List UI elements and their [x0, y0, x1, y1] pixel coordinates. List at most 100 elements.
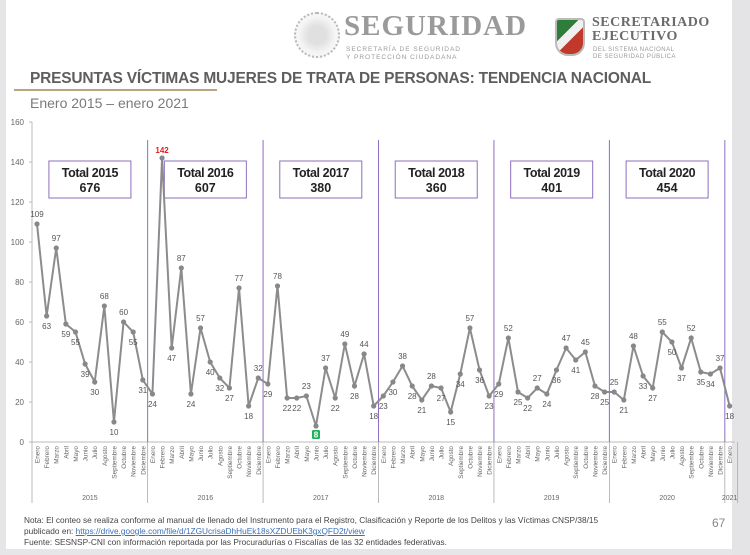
data-label: 33	[639, 382, 648, 391]
data-label: 22	[283, 404, 292, 413]
data-point	[188, 391, 194, 397]
data-point	[120, 319, 127, 325]
x-month-label: Septiembre	[458, 446, 465, 479]
data-label: 37	[677, 374, 686, 383]
data-label: 78	[273, 272, 282, 281]
x-month-label: Septiembre	[573, 446, 580, 479]
year-total-value: 401	[541, 181, 562, 195]
x-month-label: Noviembre	[362, 446, 369, 477]
x-year-label: 2016	[198, 495, 214, 502]
x-month-label: Octubre	[237, 446, 244, 469]
data-point	[582, 349, 588, 355]
data-point	[553, 367, 560, 373]
x-month-label: Agosto	[217, 446, 224, 466]
data-label: 25	[514, 398, 523, 407]
x-month-label: Julio	[323, 446, 330, 460]
data-point	[640, 373, 646, 379]
data-label: 97	[52, 234, 61, 243]
x-month-label: Febrero	[44, 446, 51, 469]
x-month-label: Abril	[641, 446, 648, 459]
data-label: 34	[456, 380, 465, 389]
min-label-bg	[311, 430, 320, 439]
year-total-label: Total 2017	[293, 166, 350, 180]
data-point	[669, 339, 675, 345]
national-seal-icon	[294, 12, 340, 58]
data-label: 109	[30, 210, 44, 219]
x-month-label: Marzo	[400, 446, 407, 464]
data-label: 22	[523, 404, 532, 413]
x-month-label: Noviembre	[708, 446, 715, 477]
data-label: 87	[177, 254, 186, 263]
x-month-label: Agosto	[564, 446, 571, 466]
data-point	[236, 285, 242, 291]
x-month-label: Mayo	[304, 446, 311, 462]
secretariado-logo-text: SECRETARIADO EJECUTIVO	[592, 16, 710, 44]
data-point	[727, 403, 733, 409]
data-label: 32	[254, 364, 263, 373]
data-point	[438, 385, 444, 391]
data-label: 36	[552, 376, 561, 385]
x-month-label: Julio	[554, 446, 561, 460]
y-tick-label: 40	[15, 358, 24, 367]
data-point	[448, 409, 454, 415]
data-point	[207, 359, 213, 365]
data-point	[496, 381, 502, 387]
seguridad-logo-subtitle: SECRETARÍA DE SEGURIDAD Y PROTECCIÓN CIU…	[346, 46, 496, 62]
x-month-label: Enero	[150, 446, 157, 463]
data-point	[525, 395, 531, 401]
data-label: 32	[215, 384, 224, 393]
year-total-box	[625, 160, 709, 199]
data-point	[226, 385, 232, 391]
x-month-label: Mayo	[650, 446, 657, 462]
x-month-label: Febrero	[160, 446, 167, 469]
data-point	[274, 283, 281, 289]
data-point	[650, 385, 656, 391]
data-point	[313, 423, 319, 429]
data-point	[159, 155, 165, 161]
year-total-value: 454	[657, 181, 678, 195]
x-month-label: Agosto	[679, 446, 686, 466]
data-label: 28	[591, 392, 600, 401]
data-point	[265, 381, 271, 387]
x-month-label: Junio	[313, 446, 320, 462]
data-label: 52	[504, 324, 513, 333]
data-point	[630, 343, 637, 349]
data-point	[246, 403, 252, 409]
data-label: 47	[562, 334, 571, 343]
year-total-label: Total 2019	[524, 166, 581, 180]
x-month-label: Enero	[265, 446, 272, 463]
data-point	[342, 341, 348, 347]
x-month-label: Febrero	[621, 446, 628, 469]
x-month-label: Mayo	[73, 446, 80, 462]
x-month-label: Junio	[660, 446, 667, 462]
data-label: 30	[90, 388, 99, 397]
data-label: 50	[667, 348, 676, 357]
data-point	[169, 345, 175, 351]
x-year-label: 2020	[659, 495, 675, 502]
data-label: 48	[629, 332, 638, 341]
data-label: 41	[571, 366, 580, 375]
data-point	[457, 371, 463, 377]
x-month-label: Enero	[35, 446, 42, 463]
data-point	[505, 335, 511, 341]
x-month-label: Octubre	[583, 446, 590, 469]
data-label: 28	[427, 372, 436, 381]
data-point	[92, 379, 98, 385]
x-month-label: Marzo	[631, 446, 638, 464]
data-label: 47	[167, 354, 176, 363]
data-label: 24	[148, 400, 157, 409]
slide	[6, 0, 732, 549]
data-point	[323, 365, 329, 371]
source-link[interactable]: https://drive.google.com/file/d/1ZGUcris…	[75, 526, 365, 536]
x-month-label: Junio	[429, 446, 436, 462]
data-label: 30	[388, 388, 397, 397]
secretariado-line2: EJECUTIVO	[592, 29, 678, 44]
data-label: 27	[225, 394, 234, 403]
x-month-label: Septiembre	[111, 446, 118, 479]
x-month-label: Febrero	[390, 446, 397, 469]
secretariado-line1: SECRETARIADO	[592, 15, 710, 30]
data-label: 44	[360, 340, 369, 349]
data-point	[303, 393, 309, 399]
data-point	[82, 361, 88, 367]
x-year-label: 2021	[722, 495, 738, 502]
